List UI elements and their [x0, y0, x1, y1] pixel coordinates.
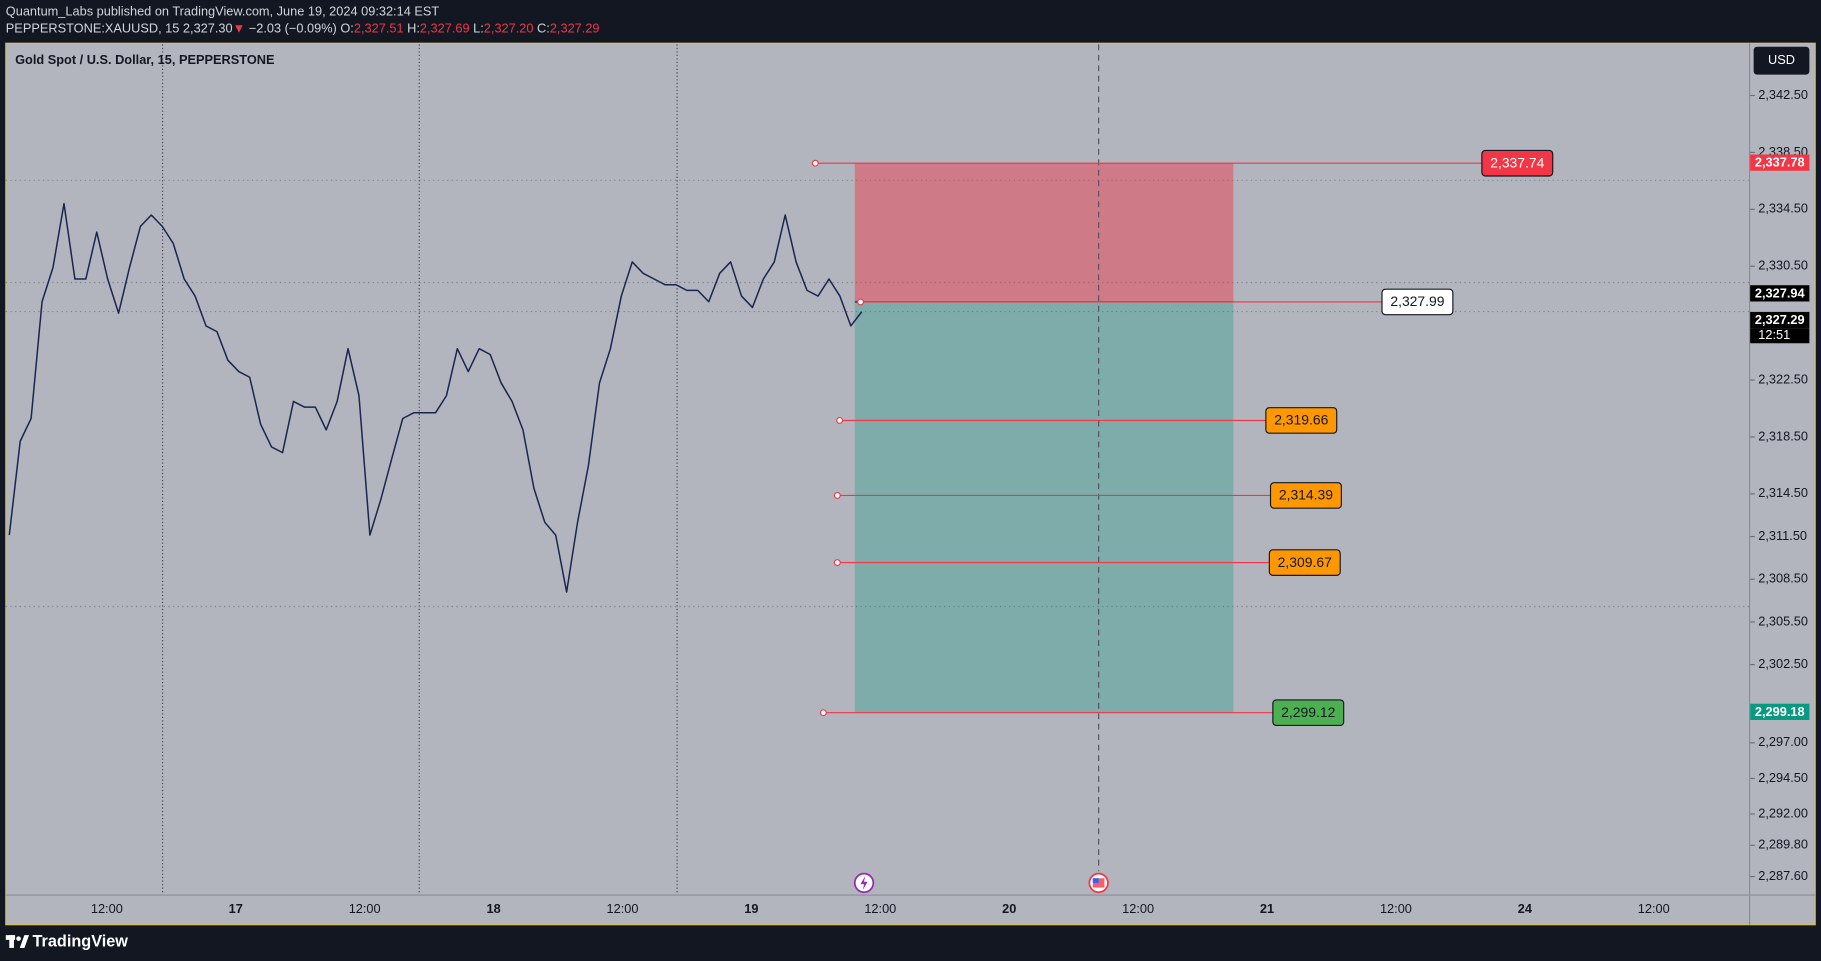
ohlc-key: L:: [473, 21, 484, 36]
x-tick-label: 24: [1518, 901, 1533, 916]
level-label-box: [1272, 699, 1345, 727]
y-tick-label: 2,294.50: [1758, 770, 1808, 785]
price-tag-box: [1750, 285, 1810, 302]
change: −2.03 (−0.09%): [249, 21, 337, 36]
currency-label: USD: [1768, 52, 1795, 67]
ohlc-value: 2,327.20: [484, 21, 534, 36]
risk-zone: [854, 163, 1234, 302]
price-axis: 2,342.502,338.502,334.502,330.502,322.50…: [1750, 87, 1810, 883]
level-anchor: [833, 491, 841, 499]
level-label-box: [1269, 482, 1342, 509]
countdown: 12:51: [1758, 327, 1790, 342]
y-tick-label: 2,330.50: [1758, 258, 1808, 273]
level-label: 2,299.12: [1281, 704, 1335, 720]
publisher-line: Quantum_Labs published on TradingView.co…: [6, 3, 440, 18]
y-tick-label: 2,297.00: [1758, 734, 1808, 749]
y-tick-label: 2,318.50: [1758, 428, 1808, 443]
y-tick-label: 2,308.50: [1758, 571, 1808, 586]
level-label: 2,309.67: [1278, 554, 1332, 570]
y-tick-label: 2,302.50: [1758, 656, 1808, 671]
y-tick-label: 2,305.50: [1758, 613, 1808, 628]
level-label-box: [1481, 149, 1554, 177]
x-tick-label: 12:00: [1380, 901, 1412, 916]
symbol-line: PEPPERSTONE:XAUUSD, 15 2,327.30▼ −2.03 (…: [6, 21, 600, 36]
logo-part: [16, 936, 21, 941]
ohlc-key: O:: [340, 21, 353, 36]
y-tick-label: 2,334.50: [1758, 201, 1808, 216]
y-tick-label: 2,322.50: [1758, 371, 1808, 386]
level-anchor: [811, 159, 819, 167]
x-tick-label: 12:00: [1638, 901, 1670, 916]
x-tick-label: 19: [744, 901, 758, 916]
x-tick-label: 12:00: [1122, 901, 1154, 916]
level-label: 2,314.39: [1279, 487, 1333, 503]
symbol: PEPPERSTONE:XAUUSD, 15: [6, 21, 180, 36]
price-tag-label: 2,327.94: [1755, 285, 1806, 300]
brand-logo: [5, 935, 30, 948]
level-anchor: [819, 709, 827, 717]
series-layer: [8, 202, 863, 593]
x-tick-label: 12:00: [91, 901, 123, 916]
x-tick-label: 21: [1260, 901, 1274, 916]
event-icon-glyph: [860, 875, 868, 890]
x-tick-label: 18: [486, 901, 500, 916]
direction: ▼: [233, 21, 246, 36]
time-axis: 12:00 17 12:00 18 12:00 19 12:00 20 12:00 21 12:00…: [91, 901, 1670, 916]
price-tag-label: 2,337.78: [1755, 155, 1805, 170]
level-label: 2,327.99: [1390, 293, 1444, 309]
x-tick-label: 12:00: [864, 901, 896, 916]
session-breaks: [162, 44, 678, 895]
flag-glyph: [1092, 878, 1099, 883]
logo-part: [19, 935, 30, 948]
level-label: 2,319.66: [1274, 412, 1328, 428]
y-tick-label: 2,289.80: [1758, 837, 1808, 852]
price-tag-box: [1750, 154, 1810, 171]
y-tick-label: 2,287.60: [1758, 868, 1808, 883]
price-tag-label: 2,299.18: [1755, 704, 1805, 719]
last-price: 2,327.30: [183, 21, 233, 36]
x-tick-label: 20: [1002, 901, 1016, 916]
price-tag-box: [1750, 311, 1810, 329]
price-tag-box: [1750, 703, 1810, 720]
brand-name: TradingView: [33, 932, 129, 950]
price-tag-label: 2,327.29: [1755, 312, 1805, 327]
ohlc-value: 2,327.29: [550, 21, 600, 36]
x-tick-label: 17: [229, 901, 243, 916]
ohlc-value: 2,327.51: [354, 21, 404, 36]
level-layer: 2,337.74 2,327.99 2,319.66 2,314.39 2,309.67…: [811, 149, 1554, 727]
currency-button[interactable]: [1753, 46, 1810, 75]
level-label: 2,337.74: [1490, 154, 1544, 170]
x-tick-label: 12:00: [349, 901, 381, 916]
y-tick-label: 2,342.50: [1758, 87, 1808, 102]
price-line: [8, 202, 863, 593]
level-label-box: [1268, 549, 1341, 576]
y-tick-label: 2,314.50: [1758, 485, 1808, 500]
y-tick-label: 2,311.50: [1758, 528, 1807, 543]
chart-frame: [5, 42, 1816, 926]
countdown-box: [1750, 328, 1810, 344]
position-tool: [854, 163, 1234, 713]
level-label-box: [1265, 407, 1338, 434]
ohlc-key: H:: [407, 21, 420, 36]
level-anchor: [857, 298, 865, 306]
ohlc-key: C:: [537, 21, 550, 36]
chart-title: Gold Spot / U.S. Dollar, 15, PEPPERSTONE: [15, 52, 275, 67]
level-anchor: [833, 559, 841, 567]
y-tick-label: 2,292.00: [1758, 805, 1808, 820]
logo-part: [9, 935, 14, 948]
level-anchor: [836, 416, 844, 424]
level-label-box: [1381, 288, 1454, 316]
ohlc-value: 2,327.69: [420, 21, 470, 36]
reward-zone: [854, 301, 1234, 713]
x-tick-label: 12:00: [607, 901, 639, 916]
